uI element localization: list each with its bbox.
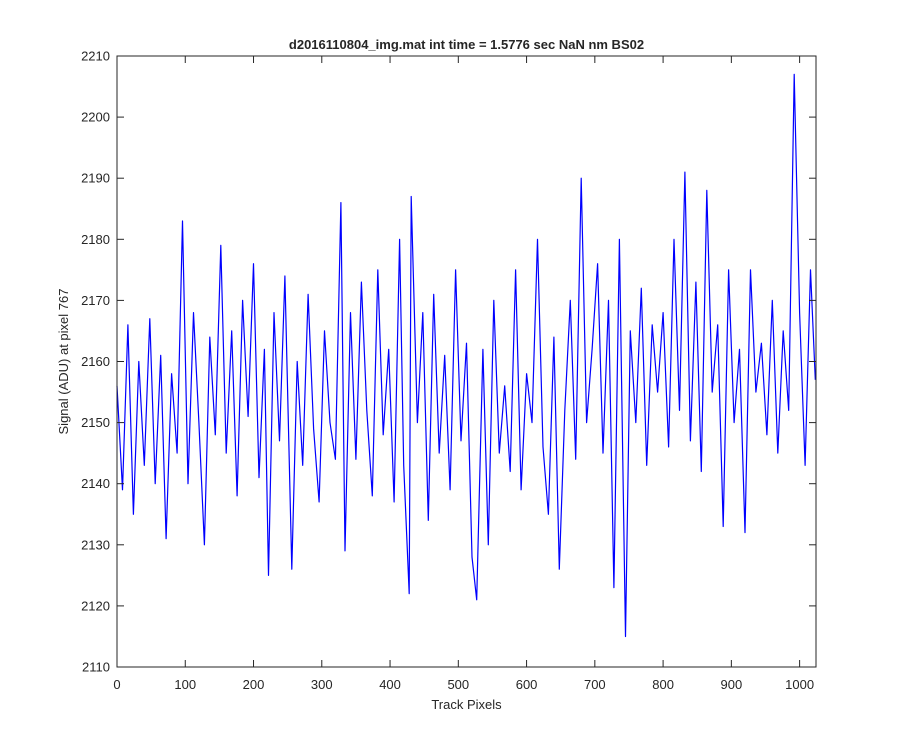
tick-layer: 0 100 200 300 400 500 600 700 800 900 1000 2110 2120… bbox=[81, 49, 816, 692]
y-tick-label: 2130 bbox=[81, 537, 110, 552]
x-tick-label: 0 bbox=[113, 677, 120, 692]
x-tick-label: 200 bbox=[243, 677, 265, 692]
x-tick-label: 500 bbox=[447, 677, 469, 692]
y-tick-label: 2180 bbox=[81, 232, 110, 247]
x-tick-label: 900 bbox=[721, 677, 743, 692]
x-tick-label: 800 bbox=[652, 677, 674, 692]
y-tick-label: 2150 bbox=[81, 415, 110, 430]
x-tick-label: 1000 bbox=[785, 677, 814, 692]
y-tick-label: 2170 bbox=[81, 293, 110, 308]
series-layer bbox=[116, 73, 816, 638]
x-tick-label: 100 bbox=[174, 677, 196, 692]
y-tick-label: 2120 bbox=[81, 598, 110, 613]
y-tick-label: 2200 bbox=[81, 110, 110, 125]
y-tick-label: 2210 bbox=[81, 49, 110, 64]
signal-series-line bbox=[116, 73, 816, 638]
y-tick-label: 2190 bbox=[81, 171, 110, 186]
y-tick-label: 2140 bbox=[81, 476, 110, 491]
x-tick-label: 300 bbox=[311, 677, 333, 692]
y-axis-label: Signal (ADU) at pixel 767 bbox=[56, 289, 71, 435]
x-tick-label: 600 bbox=[516, 677, 538, 692]
chart-title: d2016110804_img.mat int time = 1.5776 se… bbox=[289, 37, 644, 52]
x-axis-label: Track Pixels bbox=[431, 697, 502, 712]
y-tick-label: 2110 bbox=[82, 660, 110, 675]
y-tick-label: 2160 bbox=[81, 354, 110, 369]
x-tick-label: 400 bbox=[379, 677, 401, 692]
x-tick-label: 700 bbox=[584, 677, 606, 692]
